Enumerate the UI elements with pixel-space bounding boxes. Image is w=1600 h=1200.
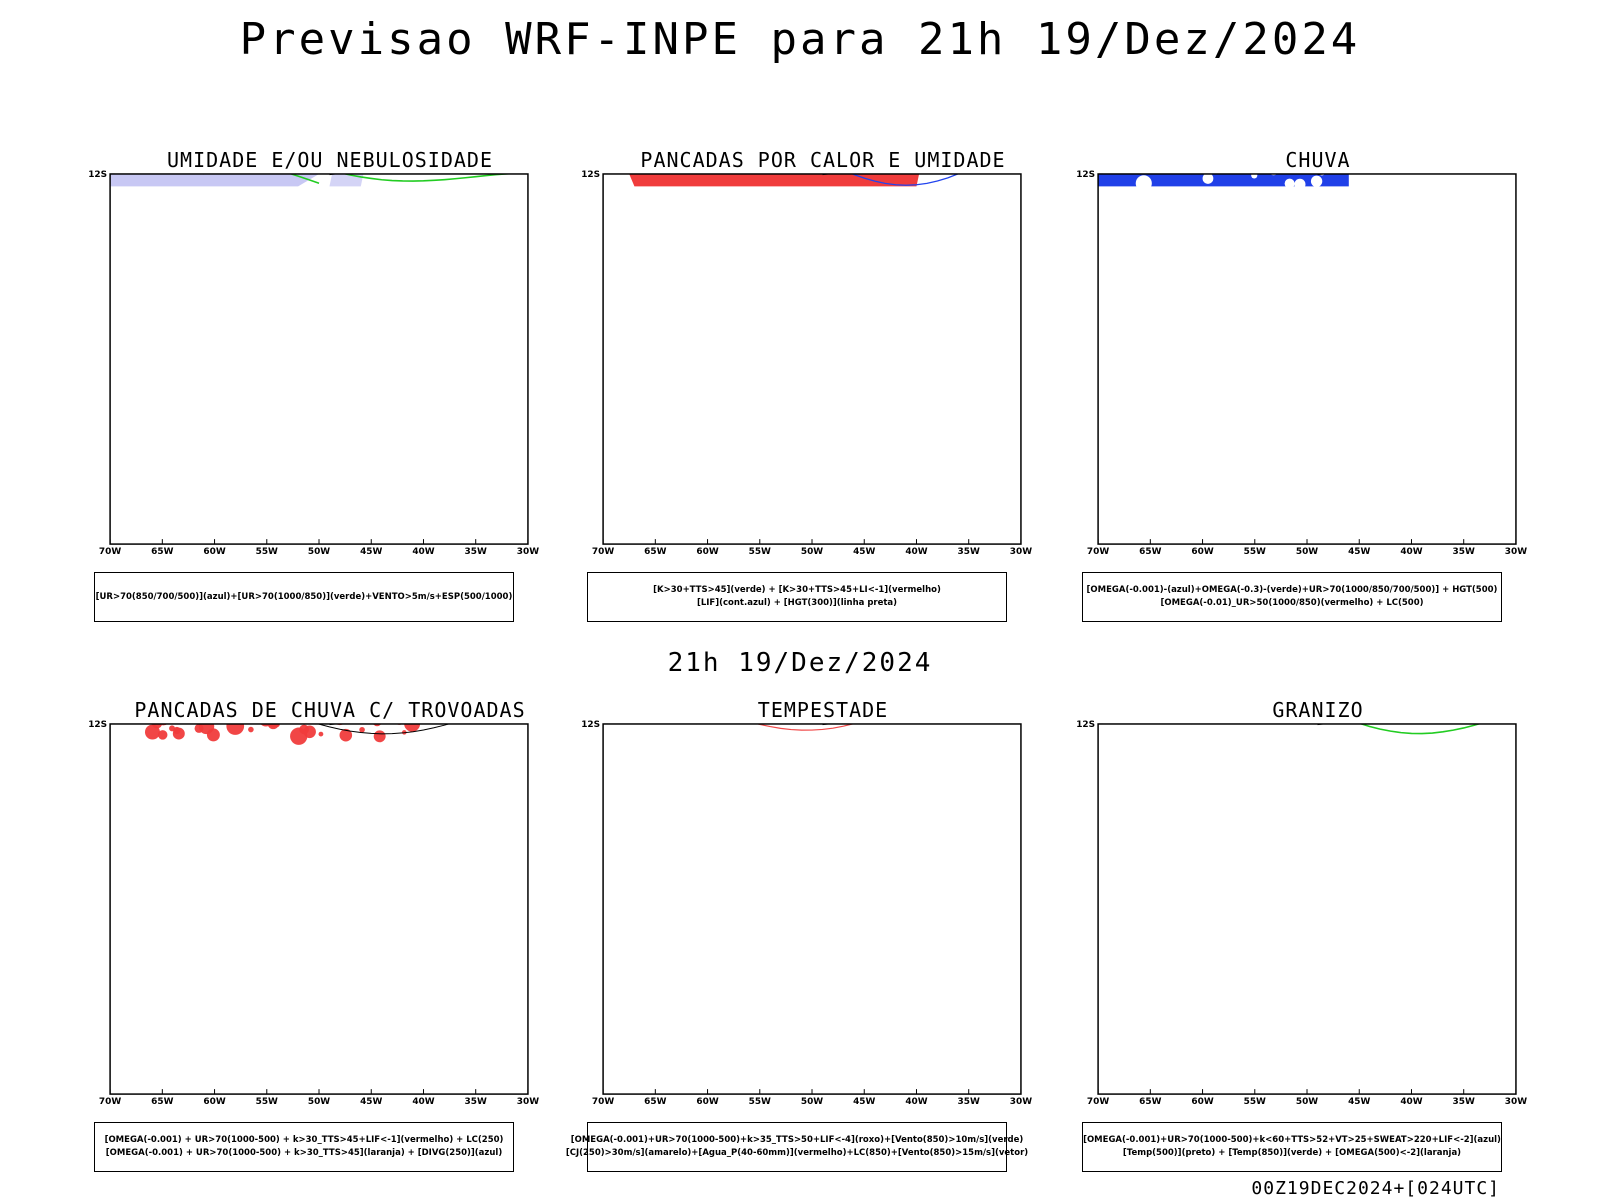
panel-title: TEMPESTADE: [757, 698, 889, 722]
lat-tick-label: 12S: [88, 170, 107, 180]
legend-line: [CJ(250)>30m/s](amarelo)+[Agua_P(40-60mm…: [565, 1148, 1029, 1158]
panel-legend: [OMEGA(-0.001)+UR>70(1000-500)+k<60+TTS>…: [1082, 1122, 1502, 1172]
lat-tick-label: 12S: [581, 170, 600, 180]
lon-tick-label: 60W: [1191, 1097, 1213, 1107]
lon-tick-label: 50W: [801, 547, 823, 557]
main-title: Previsao WRF-INPE para 21h 19/Dez/2024: [239, 14, 1361, 65]
lon-tick-label: 65W: [1139, 547, 1161, 557]
run-id-footer: 00Z19DEC2024+[024UTC]: [1251, 1178, 1500, 1199]
lon-tick-label: 60W: [696, 547, 718, 557]
lon-tick-label: 65W: [644, 1097, 666, 1107]
lon-tick-label: 40W: [1400, 1097, 1422, 1107]
legend-line: [OMEGA(-0.001) + UR>70(1000-500) + k>30_…: [105, 1148, 503, 1158]
panel-legend: [UR>70(850/700/500)](azul)+[UR>70(1000/8…: [94, 572, 514, 622]
lon-tick-label: 60W: [203, 1097, 225, 1107]
legend-line: [OMEGA(-0.01)_UR>50(1000/850)(vermelho) …: [1160, 598, 1424, 608]
lat-tick-label: 12S: [1076, 720, 1095, 730]
lon-tick-label: 65W: [1139, 1097, 1161, 1107]
legend-line: [OMEGA(-0.001)+UR>70(1000-500)+k<60+TTS>…: [1083, 1135, 1501, 1145]
panel-legend: [K>30+TTS>45](verde) + [K>30+TTS>45+LI<-…: [587, 572, 1007, 622]
lon-tick-label: 55W: [1244, 547, 1266, 557]
panel-chuva: CHUVA58558257957657357056756456157657357…: [1076, 148, 1588, 628]
lon-tick-label: 35W: [1453, 547, 1475, 557]
lon-tick-label: 45W: [360, 1097, 382, 1107]
panel-granizo: GRANIZO-12-12-12-15-15-1212S15S18S21S24S…: [1076, 698, 1588, 1178]
lon-tick-label: 40W: [905, 547, 927, 557]
lon-tick-label: 55W: [256, 547, 278, 557]
lon-tick-label: 55W: [749, 547, 771, 557]
contour-label: 1012: [340, 170, 361, 176]
lon-tick-label: 30W: [1010, 547, 1032, 557]
lon-tick-label: 30W: [517, 547, 539, 557]
panel-umidade: UMIDADE E/OU NEBULOSIDADE101210121016101…: [88, 148, 600, 628]
lat-tick-label: 12S: [581, 720, 600, 730]
panel-legend: [OMEGA(-0.001)+UR>70(1000-500)+k>35_TTS>…: [566, 1122, 1028, 1172]
lon-tick-label: 45W: [1348, 1097, 1370, 1107]
lon-tick-label: 55W: [1244, 1097, 1266, 1107]
forecast-map: 12S15S18S21S24S27S30S33S36S39S42S70W65W6…: [88, 720, 539, 1107]
lon-tick-label: 35W: [958, 547, 980, 557]
lon-tick-label: 65W: [644, 547, 666, 557]
legend-line: [OMEGA(-0.001)+UR>70(1000-500)+k>35_TTS>…: [570, 1135, 1024, 1145]
lon-tick-label: 60W: [203, 547, 225, 557]
legend-line: [OMEGA(-0.001)-(azul)+OMEGA(-0.3)-(verde…: [1086, 585, 1498, 595]
panel-title: PANCADAS DE CHUVA C/ TROVOADAS: [134, 698, 526, 722]
lon-tick-label: 50W: [308, 547, 330, 557]
lon-tick-label: 65W: [151, 1097, 173, 1107]
lon-tick-label: 50W: [1296, 547, 1318, 557]
legend-line: [LIF](cont.azul) + [HGT(300)](linha pret…: [696, 598, 898, 608]
forecast-map: 1012101210161016100810121004100810161012…: [88, 170, 539, 557]
lon-tick-label: 60W: [696, 1097, 718, 1107]
lon-tick-label: 70W: [592, 1097, 614, 1107]
valid-time-title: 21h 19/Dez/2024: [667, 648, 933, 678]
panel-legend: [OMEGA(-0.001) + UR>70(1000-500) + k>30_…: [94, 1122, 514, 1172]
lon-tick-label: 35W: [958, 1097, 980, 1107]
lon-tick-label: 45W: [360, 547, 382, 557]
lon-tick-label: 30W: [1505, 547, 1527, 557]
lon-tick-label: 55W: [749, 1097, 771, 1107]
forecast-map: 12S15S18S21S24S27S30S33S36S39S42S70W65W6…: [581, 720, 1032, 1107]
lon-tick-label: 70W: [1087, 1097, 1109, 1107]
lon-tick-label: 50W: [801, 1097, 823, 1107]
panel-legend: [OMEGA(-0.001)-(azul)+OMEGA(-0.3)-(verde…: [1082, 572, 1502, 622]
lon-tick-label: 60W: [1191, 547, 1213, 557]
lon-tick-label: 40W: [412, 547, 434, 557]
lon-tick-label: 40W: [905, 1097, 927, 1107]
lon-tick-label: 35W: [1453, 1097, 1475, 1107]
lon-tick-label: 35W: [465, 1097, 487, 1107]
panel-tempestade: TEMPESTADE12S15S18S21S24S27S30S33S36S39S…: [566, 698, 1093, 1178]
legend-line: [OMEGA(-0.001) + UR>70(1000-500) + k>30_…: [104, 1135, 504, 1145]
lon-tick-label: 30W: [1010, 1097, 1032, 1107]
forecast-map: 9600952096009520944095209440936093609280…: [581, 170, 1032, 557]
legend-line: [UR>70(850/700/500)](azul)+[UR>70(1000/8…: [95, 591, 513, 602]
forecast-map: -12-12-12-15-15-1212S15S18S21S24S27S30S3…: [1076, 720, 1527, 1107]
lon-tick-label: 40W: [1400, 547, 1422, 557]
lon-tick-label: 50W: [1296, 1097, 1318, 1107]
lon-tick-label: 40W: [412, 1097, 434, 1107]
lon-tick-label: 70W: [1087, 547, 1109, 557]
lat-tick-label: 12S: [1076, 170, 1095, 180]
panel-title: PANCADAS POR CALOR E UMIDADE: [640, 148, 1006, 172]
panel-title: CHUVA: [1285, 148, 1351, 172]
panel-trovoadas: PANCADAS DE CHUVA C/ TROVOADAS12S15S18S2…: [88, 698, 600, 1178]
panel-title: GRANIZO: [1272, 698, 1364, 722]
panel-pancadas-calor: PANCADAS POR CALOR E UMIDADE960095209600…: [581, 148, 1093, 628]
lon-tick-label: 65W: [151, 547, 173, 557]
legend-line: [K>30+TTS>45](verde) + [K>30+TTS>45+LI<-…: [653, 585, 941, 595]
lat-tick-label: 12S: [88, 720, 107, 730]
lon-tick-label: 35W: [465, 547, 487, 557]
lon-tick-label: 30W: [1505, 1097, 1527, 1107]
lon-tick-label: 45W: [1348, 547, 1370, 557]
forecast-map: 58558257957657357056756456157657357912S1…: [1076, 170, 1527, 557]
lon-tick-label: 45W: [853, 547, 875, 557]
lon-tick-label: 55W: [256, 1097, 278, 1107]
lon-tick-label: 50W: [308, 1097, 330, 1107]
lon-tick-label: 70W: [99, 547, 121, 557]
lon-tick-label: 45W: [853, 1097, 875, 1107]
lon-tick-label: 30W: [517, 1097, 539, 1107]
lon-tick-label: 70W: [592, 547, 614, 557]
panel-title: UMIDADE E/OU NEBULOSIDADE: [166, 148, 494, 172]
lon-tick-label: 70W: [99, 1097, 121, 1107]
legend-line: [Temp(500)](preto) + [Temp(850)](verde) …: [1122, 1148, 1462, 1158]
